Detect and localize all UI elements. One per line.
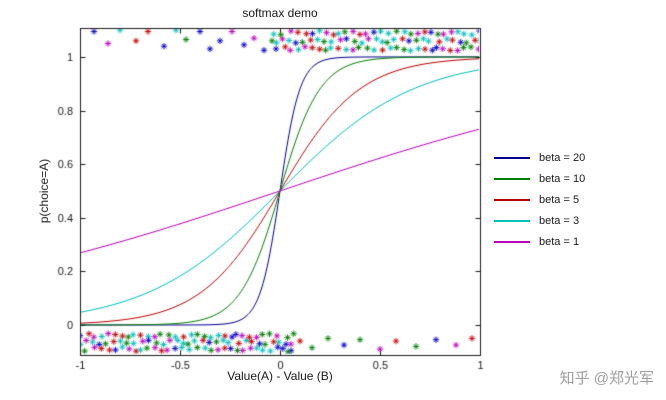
legend-line (494, 156, 530, 159)
legend-item: beta = 20 (494, 147, 659, 168)
legend-line (494, 219, 530, 222)
legend-item: beta = 3 (494, 210, 659, 231)
legend-item: beta = 1 (494, 231, 659, 252)
chart-title: softmax demo (242, 6, 318, 20)
legend-line (494, 177, 530, 180)
legend-label: beta = 10 (539, 172, 586, 185)
y-axis-label: p(choice=A) (37, 158, 51, 224)
x-axis-label: Value(A) - Value (B) (227, 369, 333, 383)
legend: beta = 20 beta = 10 beta = 5 beta = 3 beta =… (494, 147, 659, 252)
legend-line (494, 198, 530, 201)
legend-item: beta = 10 (494, 168, 659, 189)
legend-item: beta = 5 (494, 189, 659, 210)
legend-label: beta = 5 (539, 193, 580, 206)
legend-label: beta = 3 (539, 214, 580, 227)
legend-label: beta = 20 (539, 151, 586, 164)
legend-label: beta = 1 (539, 235, 580, 248)
legend-line (494, 240, 530, 243)
watermark: 知乎 @郑光军 (559, 370, 654, 387)
